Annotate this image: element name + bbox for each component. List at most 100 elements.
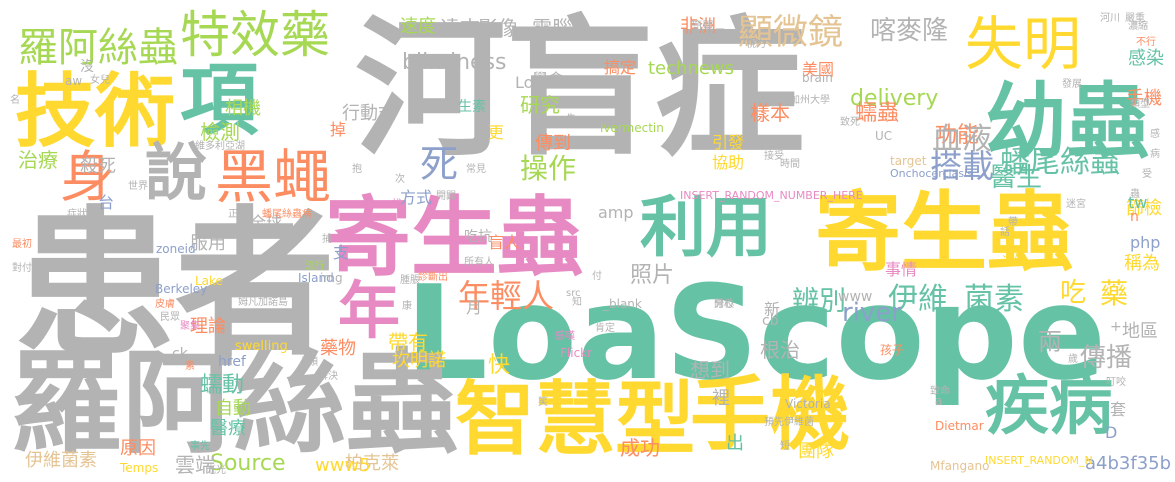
cloud-word: 帶: [1008, 217, 1018, 228]
cloud-word: 知: [572, 297, 582, 308]
cloud-word: 手機: [1126, 88, 1162, 109]
cloud-word: zoneid: [156, 242, 196, 256]
cloud-word: 河川: [1100, 13, 1120, 24]
cloud-word: 特效藥: [180, 6, 330, 64]
cloud-word: 叮咬: [1106, 377, 1126, 388]
cloud-word: 樣本: [750, 101, 790, 125]
cloud-word: 檢測: [200, 120, 240, 144]
cloud-word: 蟲: [1130, 189, 1140, 200]
cloud-word: php: [1130, 233, 1161, 252]
cloud-word: 短: [780, 441, 790, 452]
cloud-word: n: [1130, 209, 1139, 225]
cloud-word: 女兒: [90, 75, 110, 86]
cloud-word: a: [935, 394, 943, 408]
cloud-word: 名: [10, 95, 20, 106]
cloud-word: 視力: [746, 39, 766, 50]
cloud-word: _blank: [603, 297, 642, 311]
cloud-word: 笑: [538, 397, 548, 408]
cloud-word: 聚集: [180, 321, 200, 332]
cloud-word: 手機: [690, 368, 850, 461]
cloud-word: technews: [648, 58, 735, 79]
cloud-word: 台: [98, 193, 115, 212]
cloud-word: Island: [298, 271, 334, 285]
cloud-word: ivermectin: [600, 121, 664, 135]
cloud-word: 河盲症: [355, 3, 806, 177]
cloud-word: 電腦: [532, 16, 572, 40]
cloud-word: river: [842, 298, 902, 328]
cloud-word: 患者: [15, 191, 336, 378]
cloud-word: 找: [392, 199, 402, 210]
cloud-word: 寄生蟲: [325, 188, 583, 288]
cloud-word: 藥: [1100, 277, 1129, 310]
cloud-word: 雲端: [175, 453, 215, 477]
cloud-word: 最初: [12, 239, 32, 250]
cloud-word: 死: [420, 142, 459, 186]
cloud-word: 蠕動: [200, 373, 245, 398]
cloud-word: INSERT_RANDOM_N: [985, 454, 1093, 467]
cloud-word: 搞定: [604, 58, 637, 77]
cloud-word: 失明: [965, 10, 1082, 78]
cloud-word: 話: [1000, 227, 1010, 238]
cloud-word: 加州大學: [790, 95, 830, 106]
cloud-word: 全球: [250, 213, 283, 232]
cloud-word: 解決: [318, 371, 338, 382]
cloud-word: Mfangano: [930, 459, 990, 473]
cloud-word: Dietmar: [935, 419, 984, 433]
cloud-word: 時間: [780, 159, 800, 170]
cloud-word: 新: [764, 300, 781, 319]
cloud-word: 喀麥隆: [870, 16, 949, 46]
cloud-word: Lake: [195, 274, 223, 288]
cloud-word: 濃縮: [1128, 21, 1148, 32]
cloud-word: 原因: [120, 438, 156, 459]
cloud-word: delivery: [850, 86, 939, 111]
cloud-word: 辨別: [792, 286, 846, 317]
cloud-word: 團隊: [798, 441, 834, 462]
cloud-word: 皮膚: [155, 299, 175, 310]
cloud-word: 付: [592, 271, 602, 282]
cloud-word: 診斷出: [418, 272, 448, 283]
cloud-word: 帶有: [388, 330, 428, 354]
cloud-word: 技術: [15, 65, 175, 158]
cloud-word: 根治: [760, 338, 800, 362]
cloud-word: 引發: [712, 133, 745, 152]
cloud-word: 理論: [190, 316, 226, 337]
cloud-word: 症狀: [67, 209, 87, 220]
cloud-word: 寄生蟲: [815, 183, 1073, 283]
cloud-word: 人類: [298, 357, 318, 368]
cloud-word: 裡: [712, 388, 730, 409]
cloud-word: blindness: [402, 50, 507, 75]
cloud-word: Flickr: [560, 346, 593, 360]
cloud-word: 智慧型: [455, 373, 695, 466]
cloud-word: 抱: [352, 164, 362, 175]
cloud-word: 蠕蟲: [855, 101, 900, 126]
cloud-word: 藥物: [320, 338, 356, 359]
cloud-word: 年輕人: [458, 277, 555, 315]
cloud-word: 醫療: [210, 418, 246, 439]
cloud-word: 伊維: [888, 282, 948, 317]
cloud-word: 感嘆: [555, 331, 575, 342]
cloud-word: 生素: [458, 99, 486, 115]
cloud-word: www: [838, 289, 873, 305]
cloud-word: 發展: [1062, 79, 1082, 90]
cloud-word: 主因: [705, 29, 725, 40]
cloud-word: 感: [1150, 129, 1160, 140]
cloud-word: 地區: [1122, 321, 1158, 342]
cloud-word: 稱為: [1124, 253, 1160, 274]
cloud-word: 篩檢: [1126, 198, 1162, 219]
cloud-word: 沒: [80, 59, 94, 75]
cloud-word: 年: [338, 274, 401, 347]
cloud-word: INSERT_RANDOM_NUMBER_HERE: [680, 189, 863, 202]
cloud-word: 支: [333, 243, 350, 262]
cloud-word: 身: [60, 145, 116, 209]
cloud-word: 非洲: [680, 16, 716, 37]
cloud-word: swelling: [235, 339, 288, 354]
cloud-word: 速度: [400, 16, 436, 37]
cloud-word: 更: [488, 123, 505, 142]
cloud-word: 想到: [690, 358, 730, 382]
cloud-word: 致命: [930, 386, 950, 397]
cloud-word: 盲人: [488, 233, 521, 252]
cloud-word: +: [1110, 319, 1122, 335]
cloud-word: 搭載: [930, 147, 995, 185]
cloud-word: 兩: [1038, 328, 1062, 356]
cloud-word: 協助: [712, 153, 745, 172]
